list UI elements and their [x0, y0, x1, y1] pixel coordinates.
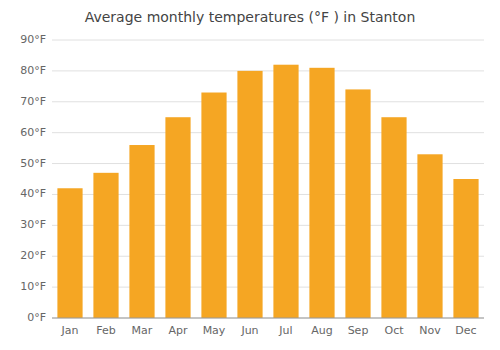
bar [273, 65, 298, 318]
x-tick-label: Feb [96, 324, 115, 337]
bar [57, 188, 82, 318]
grid [52, 40, 484, 318]
y-tick-label: 20°F [20, 249, 46, 262]
y-tick-label: 50°F [20, 157, 46, 170]
grid-line [52, 70, 484, 71]
y-tick-label: 80°F [20, 64, 46, 77]
x-tick-label: Nov [419, 324, 441, 337]
bar [165, 117, 190, 318]
bar [237, 71, 262, 318]
bar [201, 93, 226, 318]
y-tick-label: 30°F [20, 218, 46, 231]
bar [345, 89, 370, 318]
chart-container: 0°F 10°F 20°F 30°F 40°F 50°F 60°F 70°F 80°F 90°F J… [0, 0, 500, 350]
x-tick-label: Jan [61, 324, 79, 337]
y-tick-label: 60°F [20, 126, 46, 139]
title: Average monthly temperatures (°F ) in St… [85, 9, 416, 25]
x-tick-label: Mar [132, 324, 153, 337]
x-tick-label: Aug [311, 324, 332, 337]
x-tick-label: Jul [278, 324, 292, 337]
y-tick-label: 40°F [20, 187, 46, 200]
bar [93, 173, 118, 318]
bar [417, 154, 442, 318]
grid-line [52, 40, 484, 41]
x-tick-label: Oct [384, 324, 404, 337]
grid-line [52, 132, 484, 133]
grid-line [52, 101, 484, 102]
chart: 0°F 10°F 20°F 30°F 40°F 50°F 60°F 70°F 80°F 90°F J… [0, 0, 500, 350]
x-tick-label: Dec [455, 324, 476, 337]
bars [57, 65, 478, 318]
grid-line [52, 318, 484, 319]
y-tick-label: 70°F [20, 95, 46, 108]
bar [129, 145, 154, 318]
x-axis-line [52, 318, 484, 319]
x-tick-label: Apr [168, 324, 188, 337]
bar [309, 68, 334, 318]
bar [453, 179, 478, 318]
bar [381, 117, 406, 318]
x-tick-label: May [203, 324, 226, 337]
y-tick-label: 90°F [20, 33, 46, 46]
x-tick-label: Jun [240, 324, 258, 337]
y-tick-label: 0°F [27, 311, 46, 324]
y-tick-label: 10°F [20, 280, 46, 293]
x-tick-label: Sep [348, 324, 369, 337]
